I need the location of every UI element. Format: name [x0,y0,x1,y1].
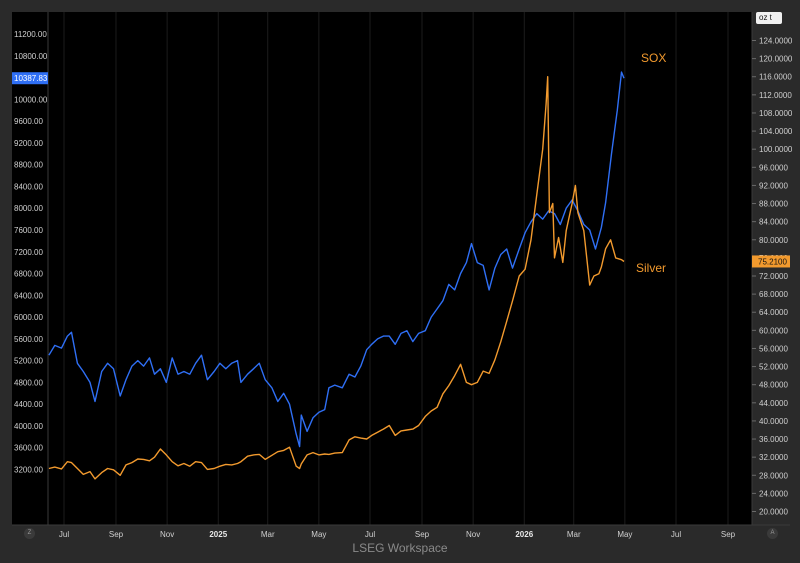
x-tick-label: 2026 [515,530,533,539]
right-tick-label: 92.0000 [759,181,788,190]
left-tick-label: 9200.00 [14,139,43,148]
right-tick-label: 24.0000 [759,489,788,498]
left-axis-panel [12,12,48,525]
left-tick-label: 7600.00 [14,226,43,235]
left-last-value-label: 10387.83 [14,74,48,83]
right-tick-label: 28.0000 [759,471,788,480]
right-tick-label: 60.0000 [759,326,788,335]
left-tick-label: 3200.00 [14,466,43,475]
right-tick-label: 32.0000 [759,453,788,462]
left-axis-ticks: 11200.0010800.0010400.0010000.009600.009… [14,30,48,475]
right-tick-label: 48.0000 [759,381,788,390]
right-tick-label: 104.0000 [759,127,793,136]
series-layer [48,71,625,480]
zoom-badge-left-label: Z [27,530,32,536]
left-tick-label: 6400.00 [14,291,43,300]
right-tick-label: 44.0000 [759,399,788,408]
right-tick-label: 36.0000 [759,435,788,444]
right-tick-label: 108.0000 [759,109,793,118]
right-tick-label: 40.0000 [759,417,788,426]
right-tick-label: 124.0000 [759,37,793,46]
x-axis-ticks: Jul Sep Nov 2025 Mar May Jul Sep Nov 2026 Mar May Ju… [59,530,736,539]
right-tick-label: 84.0000 [759,218,788,227]
left-tick-label: 3600.00 [14,444,43,453]
series-label-silver: Silver [636,261,666,275]
footer-brand: LSEG Workspace [352,541,448,555]
plot-background [12,12,752,525]
right-tick-label: 80.0000 [759,236,788,245]
right-tick-label: 20.0000 [759,508,788,517]
x-tick-label: Mar [261,530,275,539]
left-last-value-tag [12,72,48,85]
x-tick-label: Sep [109,530,124,539]
left-tick-label: 4000.00 [14,422,43,431]
right-tick-label: 64.0000 [759,308,788,317]
left-tick-label: 8400.00 [14,182,43,191]
x-tick-label: Jul [671,530,681,539]
zoom-badge-right[interactable]: A [767,528,778,539]
x-tick-label: Nov [466,530,480,539]
left-tick-label: 4800.00 [14,378,43,387]
x-tick-label: Mar [567,530,581,539]
left-tick-label: 10800.00 [14,52,48,61]
right-last-value-tag [752,255,790,268]
right-tick-label: 52.0000 [759,363,788,372]
series-line-sox [48,71,625,448]
left-tick-label: 8000.00 [14,204,43,213]
series-label-sox: SOX [641,51,666,65]
left-tick-label: 5600.00 [14,335,43,344]
unit-selector[interactable]: oz t [756,12,782,24]
right-tick-label: 100.0000 [759,145,793,154]
left-tick-label: 8800.00 [14,161,43,170]
grid-layer [63,12,729,525]
unit-selector-label: oz t [759,13,772,22]
x-tick-label: Nov [160,530,174,539]
labels-layer: SOX Silver 10387.83 75.2100 [12,51,790,275]
left-tick-label: 6800.00 [14,270,43,279]
x-tick-label: Sep [721,530,736,539]
right-tick-label: 116.0000 [759,73,792,82]
right-axis-ticks: 124.0000 120.0000 116.0000 112.0000 108.0000… [752,37,793,517]
left-tick-label: 10000.00 [14,95,48,104]
left-tick-label: 9600.00 [14,117,43,126]
right-tick-label: 72.0000 [759,272,788,281]
zoom-badge-left[interactable]: Z [24,528,35,539]
series-line-silver [48,76,625,480]
x-tick-label: 2025 [209,530,227,539]
left-tick-label: 4400.00 [14,400,43,409]
x-tick-label: Sep [415,530,430,539]
right-tick-label: 88.0000 [759,200,788,209]
x-tick-label: May [617,530,632,539]
zoom-badge-right-label: A [770,530,775,536]
right-tick-label: 120.0000 [759,55,793,64]
left-tick-label: 7200.00 [14,248,43,257]
x-tick-label: Jul [59,530,69,539]
right-tick-label: 96.0000 [759,163,788,172]
right-tick-label: 56.0000 [759,344,788,353]
left-tick-label: 11200.00 [14,30,47,39]
x-tick-label: May [311,530,326,539]
left-tick-label: 5200.00 [14,357,43,366]
left-tick-label: 6000.00 [14,313,43,322]
right-tick-label: 112.0000 [759,91,792,100]
x-tick-label: Jul [365,530,375,539]
right-tick-label: 68.0000 [759,290,788,299]
right-last-value-label: 75.2100 [758,257,787,266]
